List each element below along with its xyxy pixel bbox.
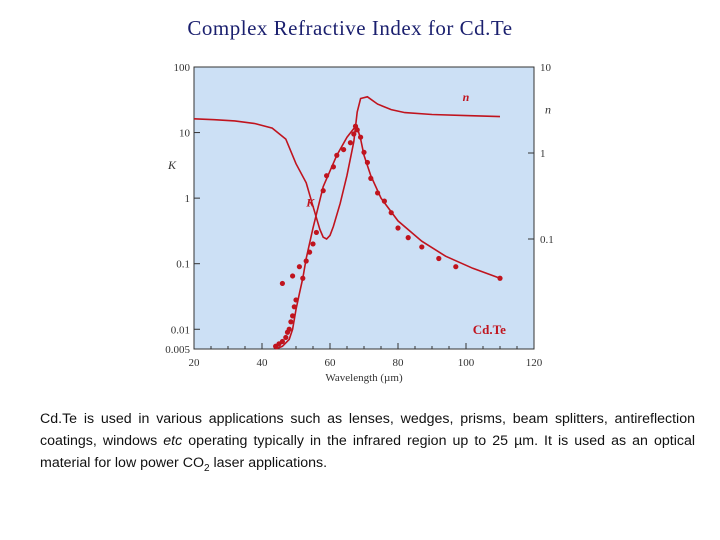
data-point	[358, 134, 364, 140]
y-right-tick-label: 1	[540, 148, 546, 160]
data-point	[453, 264, 459, 270]
data-point	[290, 313, 296, 319]
data-point	[436, 255, 442, 262]
data-point	[341, 146, 347, 153]
data-point	[293, 297, 299, 303]
data-point	[307, 249, 313, 255]
data-point	[334, 152, 340, 158]
data-point	[361, 149, 367, 155]
data-point	[313, 229, 319, 236]
data-point	[368, 175, 374, 181]
data-point	[381, 198, 387, 204]
y-right-tick-label: 0.1	[540, 234, 554, 246]
caption-text-2: operating typically in the infrared regi…	[182, 433, 515, 449]
chart-annotation: Cd.Te	[473, 322, 506, 337]
data-point	[288, 319, 294, 325]
data-point	[330, 164, 336, 170]
caption-subscript: 2	[204, 462, 210, 474]
data-point	[351, 131, 357, 137]
x-tick-label: 20	[189, 357, 201, 369]
x-axis-label: Wavelength (µm)	[325, 372, 403, 384]
data-point	[286, 326, 292, 332]
data-point	[497, 275, 503, 281]
data-point	[347, 140, 353, 146]
plot-area	[193, 66, 535, 350]
data-point	[324, 173, 330, 179]
data-point	[364, 159, 370, 166]
y-left-tick-label: 1	[185, 193, 191, 205]
data-point	[405, 235, 411, 241]
data-point	[290, 273, 296, 279]
caption-text-4: laser applications.	[209, 455, 328, 471]
y-left-tick-label: 0.1	[176, 259, 190, 271]
data-point	[300, 275, 306, 281]
series-label-n: n	[463, 90, 470, 104]
y-right-axis-label: n	[545, 103, 551, 117]
data-point	[419, 244, 425, 250]
data-point	[395, 225, 401, 231]
y-left-tick-label: 0.005	[165, 344, 190, 356]
data-point	[279, 280, 285, 287]
y-left-tick-label: 10	[179, 128, 191, 140]
x-tick-label: 100	[458, 357, 475, 369]
chart-title: Complex Refractive Index for Cd.Te	[187, 16, 513, 40]
data-point	[283, 334, 289, 341]
series-label-K: K	[305, 195, 315, 209]
caption-text-etc: etc	[163, 433, 183, 449]
y-left-tick-label: 0.01	[171, 324, 190, 336]
series-line-n	[193, 95, 501, 240]
y-right-tick-label: 10	[540, 62, 552, 74]
data-point	[354, 127, 360, 133]
data-point	[375, 190, 381, 196]
x-tick-label: 120	[526, 357, 543, 369]
caption-text-1: Cd.Te is used in various applications su…	[40, 411, 695, 449]
caption-text-3: m. It is used as an optical material for…	[40, 433, 695, 471]
data-point	[310, 241, 316, 247]
data-point	[296, 264, 302, 270]
data-point	[303, 258, 309, 264]
caption-paragraph: Cd.Te is used in various applications su…	[40, 408, 695, 480]
x-tick-label: 60	[325, 357, 337, 369]
y-left-tick-label: 100	[174, 62, 191, 74]
caption-text-mu: µ	[514, 433, 523, 449]
data-point	[320, 188, 326, 194]
x-tick-label: 40	[257, 357, 269, 369]
y-left-axis-label: K	[167, 158, 177, 172]
data-point	[291, 304, 297, 310]
chart-figure: 20 40 60 80 100 120 Wavelength (µm) 100 10 1 0.1 0.…	[165, 62, 554, 384]
x-tick-label: 80	[393, 357, 405, 369]
data-point	[279, 338, 285, 345]
data-point	[388, 210, 394, 216]
